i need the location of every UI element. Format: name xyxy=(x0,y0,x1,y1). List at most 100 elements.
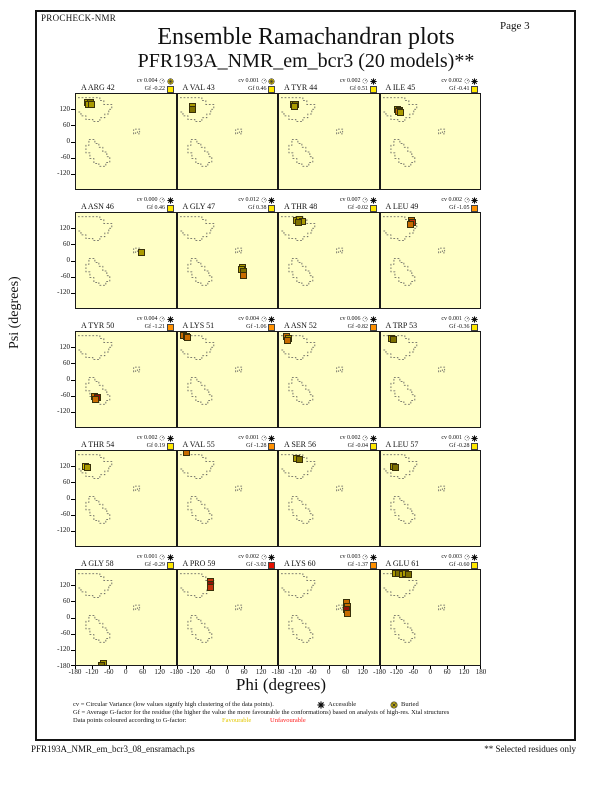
gf-value: Gf -1.37 xyxy=(347,562,368,568)
residue-label: A GLY 58 xyxy=(81,559,114,568)
cv-value: cv 0.004 xyxy=(136,316,158,322)
alpha-l-region-outline xyxy=(133,604,141,611)
ramachandran-subplot: A ARG 42 cv 0.004 xyxy=(75,76,177,190)
cv-value: cv 0.002 xyxy=(441,78,462,84)
accessible-icon xyxy=(369,315,377,323)
residue-label: A TRP 53 xyxy=(385,321,418,330)
x-tick-label: -60 xyxy=(307,668,317,676)
y-tick-label: 120 xyxy=(59,461,71,470)
y-tick-label: -120 xyxy=(57,645,70,654)
gf-color-square xyxy=(166,442,174,450)
x-tick-mark xyxy=(227,666,229,669)
data-point xyxy=(138,248,146,256)
residue-label: A THR 54 xyxy=(81,440,115,449)
alpha-l-region-outline xyxy=(234,604,242,611)
favoured-region-outlines xyxy=(280,573,344,643)
app-label: PROCHECK-NMR xyxy=(41,13,117,23)
gf-color-square xyxy=(471,442,478,450)
residue-label: A ARG 42 xyxy=(81,83,115,92)
subplot-header: A THR 54 cv 0.002 xyxy=(75,433,177,450)
ramachandran-subplot: A ASN 46 cv 0.000 xyxy=(75,195,177,309)
x-tick-mark xyxy=(193,666,195,669)
x-tick-mark xyxy=(480,666,481,669)
alpha-l-region-outline xyxy=(336,128,344,135)
gf-color-square xyxy=(268,442,275,450)
data-point xyxy=(189,105,197,113)
gf-value: Gf 0.51 xyxy=(349,86,368,92)
data-point xyxy=(240,272,248,279)
accessible-icon xyxy=(369,196,377,204)
subplot-header: A GLU 61 cv 0.003 xyxy=(380,552,482,569)
beta-region-outline xyxy=(77,335,113,360)
subplot-annotations: cv 0.001 xyxy=(238,434,275,450)
favoured-region-outlines xyxy=(382,97,445,167)
subplot-annotations: cv 0.007 xyxy=(340,196,377,212)
unfavourable-label: Unfavourable xyxy=(270,717,306,724)
gf-value: Gf -0.28 xyxy=(449,443,470,449)
cv-value: cv 0.012 xyxy=(238,197,259,203)
residue-label: A VAL 55 xyxy=(182,440,215,449)
gf-color-square xyxy=(166,323,174,331)
subplot-annotations: cv 0.003 xyxy=(441,553,478,569)
x-tick-label: 120 xyxy=(458,668,470,676)
gf-color-square xyxy=(268,323,275,331)
gf-color-square xyxy=(166,561,174,569)
accessible-icon xyxy=(471,315,478,323)
plot-area xyxy=(278,331,380,428)
cv-value: cv 0.004 xyxy=(136,78,158,84)
beta-region-outline xyxy=(280,335,316,360)
x-tick-mark xyxy=(413,666,415,669)
y-tick-mark xyxy=(71,228,75,230)
y-axis-label: Psi (degrees) xyxy=(7,276,22,349)
x-tick-label: 60 xyxy=(342,668,350,676)
cv-dial-icon xyxy=(463,316,470,322)
favoured-region-outlines xyxy=(77,216,141,286)
buried-label: Buried xyxy=(401,701,419,708)
y-tick-label: -120 xyxy=(57,407,70,416)
x-tick-mark xyxy=(91,666,93,669)
subplot-annotations: cv 0.002 xyxy=(137,434,174,450)
gf-color-square xyxy=(268,561,275,569)
residue-label: A LEU 49 xyxy=(385,202,419,211)
beta-region-outline xyxy=(179,216,214,241)
y-tick-label: -120 xyxy=(57,288,70,297)
ramachandran-subplot: A GLU 61 cv 0.003 xyxy=(379,552,482,666)
data-point xyxy=(184,333,192,341)
x-tick-label: -180 xyxy=(68,668,82,676)
x-tick-mark xyxy=(159,666,161,669)
plot-area xyxy=(176,331,278,428)
subplot-annotations: cv 0.004 xyxy=(238,315,275,331)
residue-label: A TYR 44 xyxy=(284,83,318,92)
selected-residues-note: ** Selected residues only xyxy=(484,744,576,754)
cv-dial-icon xyxy=(159,554,165,560)
favoured-region-outlines xyxy=(179,454,242,524)
plot-area xyxy=(75,331,177,428)
alpha-l-region-outline xyxy=(133,247,141,254)
subplot-annotations: cv 0.001 xyxy=(238,77,275,93)
alpha-l-region-outline xyxy=(234,366,242,373)
alpha-l-region-outline xyxy=(133,128,141,135)
y-tick-label: 60 xyxy=(63,477,70,486)
y-tick-label: 60 xyxy=(63,239,70,248)
gf-value: Gf -0.41 xyxy=(449,86,470,92)
ramachandran-subplot: A SER 56 cv 0.002 xyxy=(278,433,380,547)
favoured-region-outlines xyxy=(382,216,445,286)
alpha-region-outline xyxy=(288,139,314,167)
x-tick-label: -120 xyxy=(85,668,99,676)
gf-color-square xyxy=(369,561,377,569)
accessible-icon xyxy=(268,434,275,442)
beta-region-outline xyxy=(280,573,316,598)
x-tick-label: -180 xyxy=(170,668,183,676)
cv-value: cv 0.006 xyxy=(339,316,361,322)
subplot-header: A LYS 60 cv 0.003 xyxy=(278,552,380,569)
x-tick-mark xyxy=(430,666,432,669)
gf-color-square xyxy=(471,85,478,93)
residue-label: A GLY 47 xyxy=(182,202,216,211)
plot-area xyxy=(176,569,278,666)
beta-region-outline xyxy=(382,454,417,479)
subplot-annotations: cv 0.001 xyxy=(441,434,478,450)
data-point xyxy=(390,336,398,344)
alpha-region-outline xyxy=(187,139,212,167)
favoured-region-outlines xyxy=(179,216,242,286)
gf-color-square xyxy=(268,85,275,93)
